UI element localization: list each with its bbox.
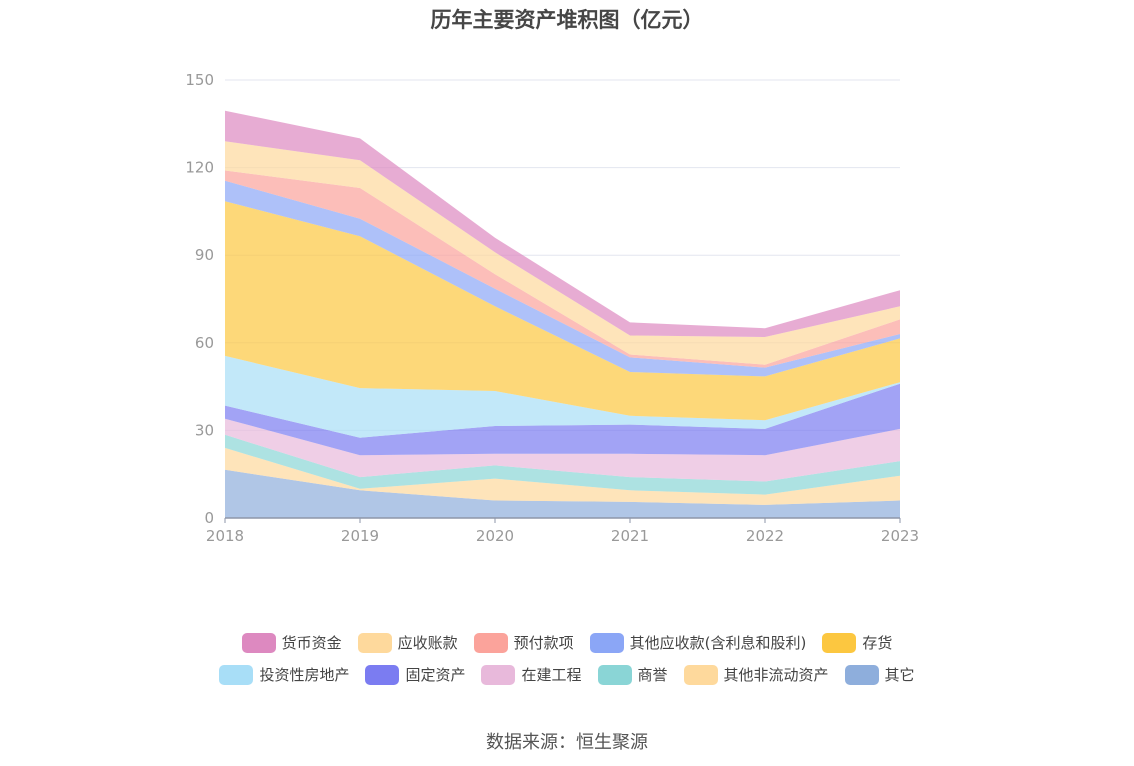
y-tick-label: 30 xyxy=(195,421,214,439)
series-area-在建工程[interactable] xyxy=(225,418,900,482)
legend-item[interactable]: 预付款项 xyxy=(473,632,574,653)
legend-swatch xyxy=(473,632,508,653)
series-area-投资性房地产[interactable] xyxy=(225,355,900,438)
series-area-其他非流动资产[interactable] xyxy=(225,447,900,505)
legend-item[interactable]: 投资性房地产 xyxy=(219,664,349,685)
legend-label: 在建工程 xyxy=(521,666,582,684)
source-note: 数据来源：恒生聚源 xyxy=(486,732,648,753)
legend-item[interactable]: 其他非流动资产 xyxy=(683,664,829,685)
x-tick-label: 2019 xyxy=(341,527,379,545)
legend-item[interactable]: 存货 xyxy=(822,632,892,653)
series-area-固定资产[interactable] xyxy=(225,383,900,456)
y-tick-label: 0 xyxy=(204,509,214,527)
legend-label: 固定资产 xyxy=(405,666,466,684)
legend-label: 其他应收款(含利息和股利) xyxy=(629,634,807,652)
y-tick-label: 150 xyxy=(185,71,214,89)
x-tick-label: 2021 xyxy=(611,527,649,545)
y-tick-label: 60 xyxy=(195,334,214,352)
legend-swatch xyxy=(683,664,718,685)
legend-swatch xyxy=(219,664,254,685)
series-area-应收账款[interactable] xyxy=(225,141,900,365)
x-tick-label: 2020 xyxy=(476,527,514,545)
legend-item[interactable]: 商誉 xyxy=(597,664,668,685)
y-tick-label: 90 xyxy=(195,246,214,264)
legend-swatch xyxy=(365,664,400,685)
legend-item[interactable]: 固定资产 xyxy=(365,664,465,685)
legend-swatch xyxy=(844,664,879,685)
legend-label: 存货 xyxy=(862,634,893,652)
series-area-其它[interactable] xyxy=(225,469,900,518)
legend-row-2: 投资性房地产 固定资产 在建工程 商誉 其他非流动资产 其它 xyxy=(0,664,1134,685)
x-tick-label: 2022 xyxy=(746,527,784,545)
legend-swatch xyxy=(357,632,392,653)
series-area-货币资金[interactable] xyxy=(225,110,900,337)
chart-title: 历年主要资产堆积图（亿元） xyxy=(430,8,704,32)
legend-label: 投资性房地产 xyxy=(259,666,350,684)
legend-swatch xyxy=(597,664,632,685)
legend-item[interactable]: 货币资金 xyxy=(241,632,342,653)
legend-label: 预付款项 xyxy=(513,634,574,652)
legend-swatch xyxy=(589,632,624,653)
x-tick-label: 2018 xyxy=(206,527,244,545)
legend-item[interactable]: 在建工程 xyxy=(481,664,582,685)
legend-label: 货币资金 xyxy=(281,634,342,652)
legend-label: 其他非流动资产 xyxy=(723,666,829,684)
legend-label: 其它 xyxy=(884,666,915,684)
series-area-其他应收款(含利息和股利)[interactable] xyxy=(225,180,900,377)
x-tick-label: 2023 xyxy=(881,527,919,545)
legend-item[interactable]: 其他应收款(含利息和股利) xyxy=(589,632,807,653)
legend-item[interactable]: 其它 xyxy=(844,664,915,685)
legend-label: 商誉 xyxy=(637,666,668,684)
legend-item[interactable]: 应收账款 xyxy=(357,632,458,653)
legend-swatch xyxy=(241,632,276,653)
chart-plot: 0 30 60 90 120 150 2018 2019 2020 2021 2022 2023 xyxy=(185,71,919,545)
legend-swatch xyxy=(822,632,857,653)
legend-label: 应收账款 xyxy=(397,634,458,652)
series-area-存货[interactable] xyxy=(225,201,900,421)
series-area-商誉[interactable] xyxy=(225,434,900,495)
y-tick-label: 120 xyxy=(185,159,214,177)
legend-swatch xyxy=(481,664,516,685)
legend-row-1: 货币资金 应收账款 预付款项 其他应收款(含利息和股利) 存货 xyxy=(0,632,1134,653)
series-area-预付款项[interactable] xyxy=(225,170,900,368)
